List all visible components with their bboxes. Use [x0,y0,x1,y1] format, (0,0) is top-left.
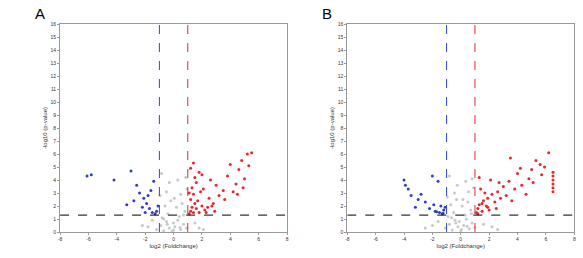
svg-text:log2 (Foldchange): log2 (Foldchange) [149,243,197,249]
svg-text:-2: -2 [430,236,435,242]
svg-text:13: 13 [338,60,344,66]
svg-text:12: 12 [338,73,344,79]
svg-text:12: 12 [51,73,57,79]
svg-text:1: 1 [53,216,56,222]
svg-text:2: 2 [201,236,204,242]
svg-text:6: 6 [340,151,343,157]
svg-text:4: 4 [340,177,343,183]
svg-text:4: 4 [53,177,56,183]
svg-text:4: 4 [516,236,519,242]
svg-text:-8: -8 [58,236,63,242]
svg-text:1: 1 [340,216,343,222]
svg-text:6: 6 [544,236,547,242]
svg-text:6: 6 [53,151,56,157]
svg-text:15: 15 [51,34,57,40]
svg-text:-6: -6 [373,236,378,242]
svg-text:2: 2 [53,203,56,209]
svg-text:-2: -2 [143,236,148,242]
svg-text:B: B [322,5,332,22]
svg-text:3: 3 [53,190,56,196]
svg-text:7: 7 [340,138,343,144]
svg-text:7: 7 [53,138,56,144]
svg-text:14: 14 [51,47,57,53]
svg-text:14: 14 [338,47,344,53]
svg-text:8: 8 [340,125,343,131]
svg-text:8: 8 [286,236,289,242]
svg-text:11: 11 [338,86,343,92]
svg-text:3: 3 [340,190,343,196]
svg-text:5: 5 [53,164,56,170]
svg-text:8: 8 [573,236,576,242]
svg-text:8: 8 [53,125,56,131]
svg-text:A: A [35,5,45,22]
svg-text:0: 0 [459,236,462,242]
svg-text:10: 10 [51,99,57,105]
svg-text:-4: -4 [115,236,120,242]
svg-text:0: 0 [340,229,343,235]
svg-text:4: 4 [229,236,232,242]
svg-text:16: 16 [338,21,344,27]
svg-text:10: 10 [338,99,344,105]
svg-text:-6: -6 [86,236,91,242]
svg-text:9: 9 [53,112,56,118]
svg-text:15: 15 [338,34,344,40]
svg-text:-4: -4 [402,236,407,242]
svg-text:13: 13 [51,60,57,66]
svg-text:11: 11 [51,86,56,92]
svg-text:2: 2 [340,203,343,209]
svg-text:16: 16 [51,21,57,27]
svg-text:0: 0 [172,236,175,242]
svg-text:2: 2 [488,236,491,242]
svg-text:0: 0 [53,229,56,235]
svg-text:-8: -8 [345,236,350,242]
svg-text:6: 6 [257,236,260,242]
svg-text:5: 5 [340,164,343,170]
svg-text:-log10 (p-value): -log10 (p-value) [42,107,48,149]
svg-text:log2 (Foldchange): log2 (Foldchange) [437,243,485,249]
svg-text:9: 9 [340,112,343,118]
svg-text:-log10 (p-value): -log10 (p-value) [329,107,335,149]
